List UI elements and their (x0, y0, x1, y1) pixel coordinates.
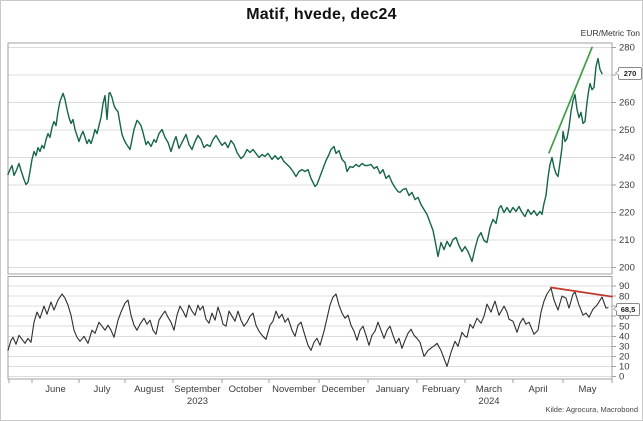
y-tick-label: 260 (619, 98, 635, 109)
downtrend-line-line (550, 286, 613, 298)
month-label: June (45, 384, 66, 395)
y-tick-label: 200 (619, 263, 635, 274)
month-label: September (174, 384, 220, 395)
month-label: August (134, 384, 164, 395)
month-label: April (528, 384, 547, 395)
year-label: 2024 (478, 396, 499, 407)
month-label: March (476, 384, 502, 395)
panel-frame (7, 42, 613, 275)
y-tick-label: 10 (619, 362, 630, 373)
y-tick-label: 280 (619, 43, 635, 54)
y-tick-label: 40 (619, 331, 630, 342)
y-tick-label: 210 (619, 235, 635, 246)
y-tick-label: 50 (619, 321, 630, 332)
y-tick-label: 0 (619, 372, 624, 383)
y-tick-label: 30 (619, 342, 630, 353)
y-tick-label: 60 (619, 311, 630, 322)
last-indicator-badge: 68,5 (613, 303, 640, 316)
uptrend-line-line (548, 46, 593, 154)
indicator-line (7, 287, 609, 367)
month-label: December (322, 384, 366, 395)
panel-frame (7, 276, 613, 380)
last-price-badge: 270 (615, 67, 642, 80)
month-label: October (229, 384, 263, 395)
month-label: February (422, 384, 460, 395)
price-line (7, 57, 603, 263)
y-tick-label: 230 (619, 180, 635, 191)
y-tick-label: 250 (619, 125, 635, 136)
month-label: November (272, 384, 316, 395)
month-label: January (376, 384, 410, 395)
year-label: 2023 (187, 396, 208, 407)
y-tick-label: 220 (619, 208, 635, 219)
y-axis-unit-label: EUR/Metric Ton (580, 28, 640, 38)
month-label: July (94, 384, 111, 395)
y-tick-label: 240 (619, 153, 635, 164)
y-tick-label: 90 (619, 281, 630, 292)
y-tick-label: 80 (619, 291, 630, 302)
month-label: May (579, 384, 597, 395)
source-note: Kilde: Agrocura, Macrobond (545, 405, 638, 414)
chart-title: Matif, hvede, dec24 (246, 6, 397, 23)
y-tick-label: 20 (619, 352, 630, 363)
